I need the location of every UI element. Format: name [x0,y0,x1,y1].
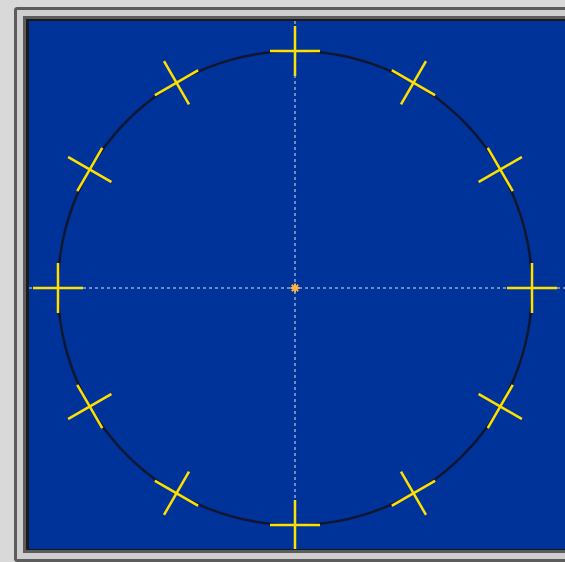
cross-marker-icon [67,384,113,429]
cross-marker-icon [67,147,113,192]
cross-marker-icon [154,60,199,106]
cross-marker-icon [270,26,320,76]
diagram-panel [29,21,565,549]
cross-marker-icon [270,500,320,549]
cross-marker-icon [391,60,436,106]
cross-marker-icon [507,263,557,313]
cross-marker-icon [154,470,199,516]
marker-group [33,26,557,549]
cross-marker-icon [477,384,523,429]
center-marker [290,283,300,293]
cross-marker-icon [33,263,83,313]
asterisk-icon [290,283,300,293]
cross-marker-icon [391,470,436,516]
cross-marker-icon [477,147,523,192]
circle-diagram [29,21,565,549]
